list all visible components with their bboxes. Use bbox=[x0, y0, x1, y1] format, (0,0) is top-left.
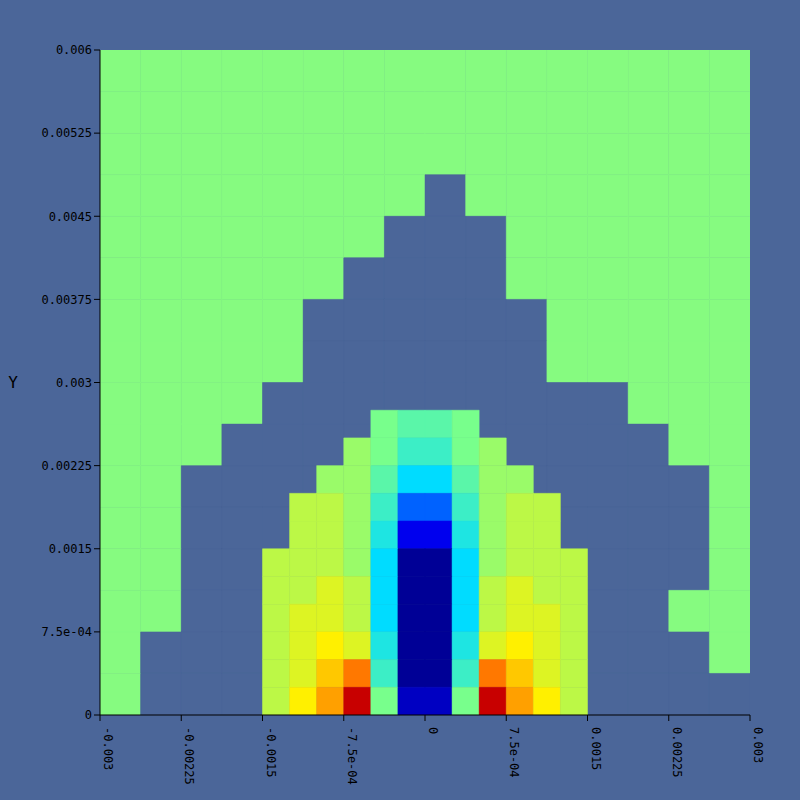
svg-text:0.00525: 0.00525 bbox=[41, 126, 92, 140]
svg-text:0.006: 0.006 bbox=[56, 43, 92, 57]
svg-text:-0.003: -0.003 bbox=[101, 727, 115, 770]
svg-text:-0.0015: -0.0015 bbox=[264, 727, 278, 778]
svg-text:Y: Y bbox=[8, 373, 18, 392]
svg-text:0: 0 bbox=[85, 708, 92, 722]
svg-text:7.5e-04: 7.5e-04 bbox=[507, 727, 521, 778]
svg-text:0.00375: 0.00375 bbox=[41, 293, 92, 307]
svg-text:0.003: 0.003 bbox=[56, 376, 92, 390]
svg-text:0.003: 0.003 bbox=[751, 727, 765, 763]
svg-text:0.0015: 0.0015 bbox=[49, 542, 92, 556]
svg-text:0.0045: 0.0045 bbox=[49, 210, 92, 224]
svg-text:0.00225: 0.00225 bbox=[670, 727, 684, 778]
svg-text:-7.5e-04: -7.5e-04 bbox=[345, 727, 359, 785]
svg-text:7.5e-04: 7.5e-04 bbox=[41, 625, 92, 639]
svg-text:0.0015: 0.0015 bbox=[589, 727, 603, 770]
svg-text:-0.00225: -0.00225 bbox=[182, 727, 196, 785]
svg-text:0: 0 bbox=[426, 727, 440, 734]
svg-text:0.00225: 0.00225 bbox=[41, 459, 92, 473]
